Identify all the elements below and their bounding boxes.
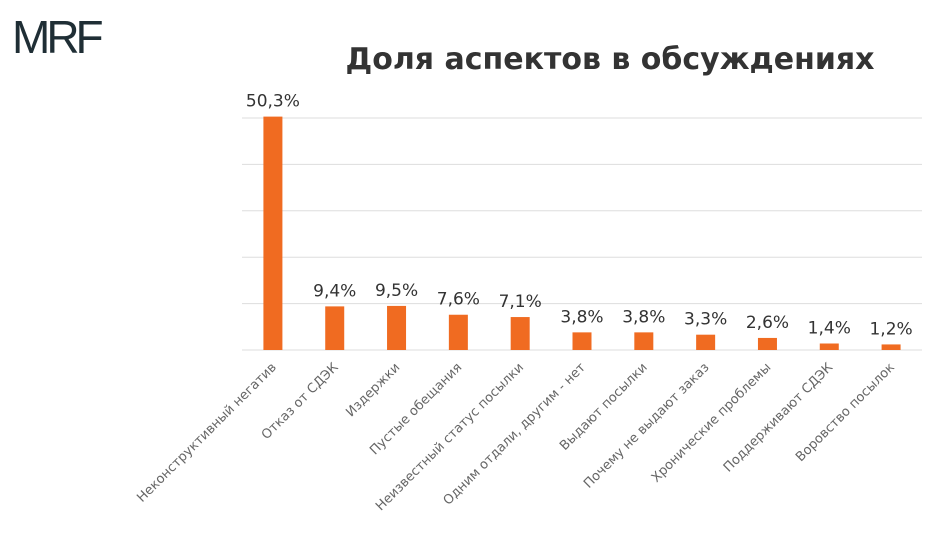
bar — [757, 337, 777, 350]
data-labels: 50,3% 9,4% 9,5% 7,6% 7,1% 3,8% 3,8% 3,3% 2,6% 1,4… — [246, 92, 913, 340]
data-label: 3,8% — [560, 307, 603, 327]
data-label: 1,2% — [869, 319, 912, 339]
category-label: Хронические проблемы — [649, 360, 774, 485]
category-label: Почему не выдают заказ — [581, 360, 712, 491]
category-label: Издержки — [343, 360, 403, 420]
bar — [572, 332, 592, 350]
bar — [634, 332, 654, 350]
bar — [263, 116, 283, 350]
data-label: 9,4% — [313, 281, 356, 301]
bar — [510, 317, 530, 350]
category-label: Поддерживают СДЭК — [721, 360, 836, 475]
bar — [819, 343, 839, 350]
data-label: 7,6% — [437, 290, 480, 310]
bar — [325, 306, 345, 350]
bar — [387, 305, 407, 350]
bars — [263, 116, 901, 350]
bar — [696, 334, 716, 350]
data-label: 50,3% — [246, 92, 300, 112]
category-label: Неконструктивный негатив — [134, 360, 279, 505]
data-label: 1,4% — [808, 319, 851, 339]
data-label: 7,1% — [499, 292, 542, 312]
data-label: 2,6% — [746, 313, 789, 333]
data-label: 3,3% — [684, 310, 727, 330]
data-label: 9,5% — [375, 281, 418, 301]
chart-title: Доля аспектов в обсуждениях — [345, 42, 875, 77]
data-label: 3,8% — [622, 307, 665, 327]
bar — [448, 314, 468, 350]
mrf-logo: MRF — [12, 11, 104, 63]
bar — [881, 344, 901, 350]
